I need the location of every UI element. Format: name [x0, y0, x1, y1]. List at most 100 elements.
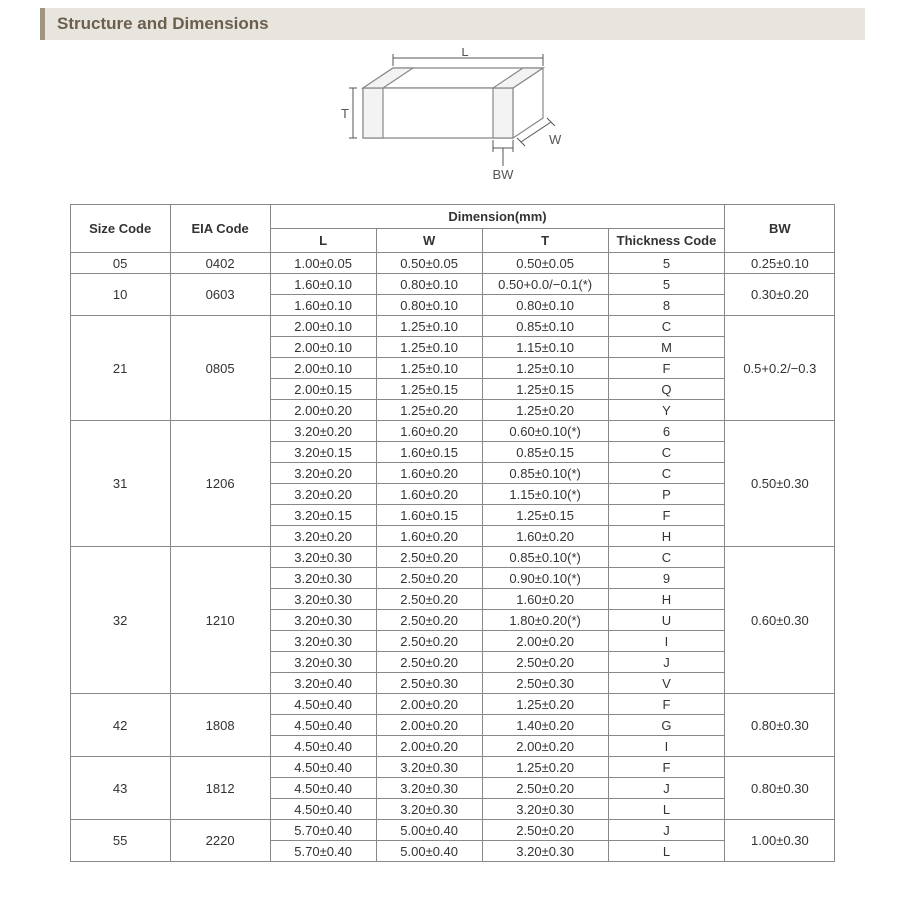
cell-tc: 5 [608, 253, 725, 274]
cell-bw: 0.30±0.20 [725, 274, 835, 316]
cell-tc: F [608, 505, 725, 526]
cell-L: 1.60±0.10 [270, 274, 376, 295]
cell-W: 3.20±0.30 [376, 799, 482, 820]
cell-T: 0.85±0.15 [482, 442, 608, 463]
diagram-label-BW: BW [492, 167, 514, 182]
cell-bw: 0.80±0.30 [725, 757, 835, 820]
col-size-code: Size Code [70, 205, 170, 253]
cell-T: 0.85±0.10 [482, 316, 608, 337]
cell-L: 3.20±0.20 [270, 463, 376, 484]
diagram-label-T: T [341, 106, 349, 121]
cell-T: 2.50±0.20 [482, 652, 608, 673]
cell-W: 1.25±0.15 [376, 379, 482, 400]
cell-W: 2.00±0.20 [376, 715, 482, 736]
cell-tc: H [608, 526, 725, 547]
cell-L: 1.00±0.05 [270, 253, 376, 274]
col-L: L [270, 229, 376, 253]
cell-L: 3.20±0.30 [270, 631, 376, 652]
cell-T: 0.80±0.10 [482, 295, 608, 316]
cell-T: 1.40±0.20 [482, 715, 608, 736]
col-bw: BW [725, 205, 835, 253]
cell-L: 3.20±0.30 [270, 547, 376, 568]
table-row: 4318124.50±0.403.20±0.301.25±0.20F0.80±0… [70, 757, 835, 778]
cell-T: 1.25±0.20 [482, 757, 608, 778]
section-title-bar: Structure and Dimensions [40, 8, 865, 40]
dimension-diagram: L W T BW [313, 48, 593, 198]
cell-bw: 0.5+0.2/−0.3 [725, 316, 835, 421]
col-T: T [482, 229, 608, 253]
cell-L: 4.50±0.40 [270, 778, 376, 799]
cell-W: 0.50±0.05 [376, 253, 482, 274]
cell-L: 3.20±0.30 [270, 610, 376, 631]
cell-tc: F [608, 757, 725, 778]
cell-L: 4.50±0.40 [270, 715, 376, 736]
cell-tc: C [608, 442, 725, 463]
cell-tc: C [608, 316, 725, 337]
cell-bw: 0.80±0.30 [725, 694, 835, 757]
cell-tc: V [608, 673, 725, 694]
table-row: 1006031.60±0.100.80±0.100.50+0.0/−0.1(*)… [70, 274, 835, 295]
cell-W: 2.50±0.20 [376, 568, 482, 589]
cell-T: 0.50±0.05 [482, 253, 608, 274]
cell-bw: 0.50±0.30 [725, 421, 835, 547]
cell-eia-code: 0402 [170, 253, 270, 274]
cell-T: 2.50±0.30 [482, 673, 608, 694]
cell-tc: H [608, 589, 725, 610]
cell-W: 1.60±0.15 [376, 442, 482, 463]
cell-bw: 0.60±0.30 [725, 547, 835, 694]
col-dimension-group: Dimension(mm) [270, 205, 725, 229]
cell-W: 1.25±0.10 [376, 337, 482, 358]
cell-W: 2.50±0.20 [376, 547, 482, 568]
cell-size-code: 43 [70, 757, 170, 820]
cell-L: 5.70±0.40 [270, 841, 376, 862]
cell-W: 1.25±0.20 [376, 400, 482, 421]
cell-W: 2.00±0.20 [376, 694, 482, 715]
cell-tc: J [608, 820, 725, 841]
cell-T: 1.15±0.10 [482, 337, 608, 358]
cell-T: 1.60±0.20 [482, 589, 608, 610]
cell-L: 3.20±0.30 [270, 568, 376, 589]
cell-T: 1.15±0.10(*) [482, 484, 608, 505]
cell-W: 2.50±0.30 [376, 673, 482, 694]
col-thickness-code: Thickness Code [608, 229, 725, 253]
section-title: Structure and Dimensions [57, 14, 269, 33]
cell-tc: C [608, 463, 725, 484]
cell-eia-code: 2220 [170, 820, 270, 862]
cell-L: 3.20±0.40 [270, 673, 376, 694]
cell-W: 3.20±0.30 [376, 757, 482, 778]
cell-T: 0.90±0.10(*) [482, 568, 608, 589]
cell-eia-code: 1808 [170, 694, 270, 757]
cell-tc: Y [608, 400, 725, 421]
cell-size-code: 55 [70, 820, 170, 862]
cell-tc: C [608, 547, 725, 568]
cell-W: 1.60±0.20 [376, 526, 482, 547]
cell-W: 1.60±0.20 [376, 463, 482, 484]
cell-W: 0.80±0.10 [376, 295, 482, 316]
cell-W: 5.00±0.40 [376, 820, 482, 841]
cell-T: 0.60±0.10(*) [482, 421, 608, 442]
cell-tc: F [608, 694, 725, 715]
cell-T: 0.50+0.0/−0.1(*) [482, 274, 608, 295]
cell-size-code: 42 [70, 694, 170, 757]
cell-tc: G [608, 715, 725, 736]
cell-W: 0.80±0.10 [376, 274, 482, 295]
cell-L: 3.20±0.30 [270, 589, 376, 610]
cell-tc: L [608, 799, 725, 820]
cell-T: 1.80±0.20(*) [482, 610, 608, 631]
col-W: W [376, 229, 482, 253]
cell-W: 1.60±0.15 [376, 505, 482, 526]
cell-tc: F [608, 358, 725, 379]
cell-T: 2.50±0.20 [482, 820, 608, 841]
cell-tc: P [608, 484, 725, 505]
cell-W: 2.50±0.20 [376, 631, 482, 652]
cell-W: 1.60±0.20 [376, 484, 482, 505]
cell-W: 5.00±0.40 [376, 841, 482, 862]
cell-L: 2.00±0.20 [270, 400, 376, 421]
cell-T: 1.60±0.20 [482, 526, 608, 547]
table-row: 3212103.20±0.302.50±0.200.85±0.10(*)C0.6… [70, 547, 835, 568]
cell-L: 2.00±0.15 [270, 379, 376, 400]
cell-tc: J [608, 652, 725, 673]
cell-tc: J [608, 778, 725, 799]
cell-W: 1.25±0.10 [376, 358, 482, 379]
table-body: 0504021.00±0.050.50±0.050.50±0.0550.25±0… [70, 253, 835, 862]
